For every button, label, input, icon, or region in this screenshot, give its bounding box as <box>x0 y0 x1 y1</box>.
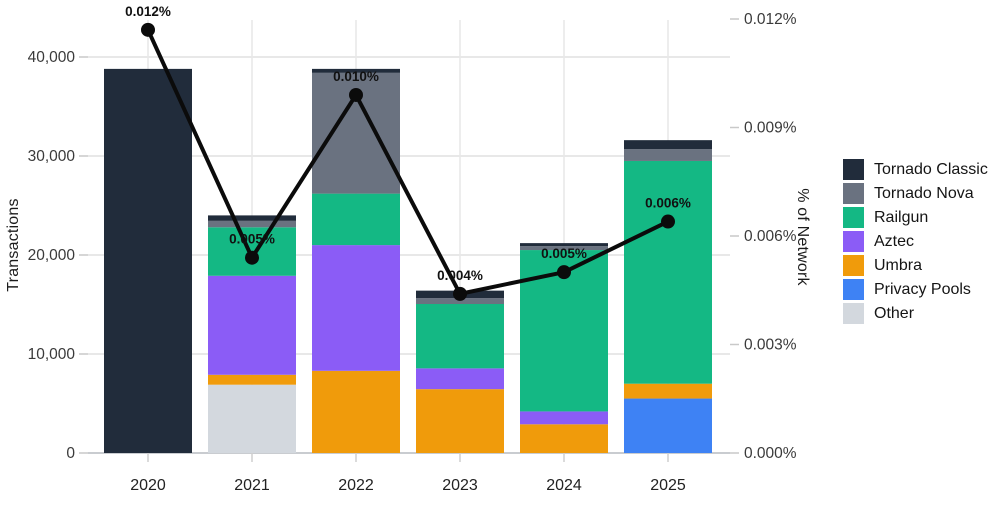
line-point <box>245 250 259 265</box>
bar-segment-tornado-nova <box>520 246 608 251</box>
right-axis-tick-label: 0.000% <box>744 445 797 462</box>
left-axis-title: Transactions <box>5 198 22 292</box>
line-point <box>661 214 675 229</box>
x-axis-label: 2024 <box>546 477 582 494</box>
bar-segment-tornado-classic <box>520 243 608 247</box>
bar-segment-umbra <box>312 370 400 453</box>
legend-item-privacy-pools: Privacy Pools <box>843 279 988 300</box>
bar-segment-other <box>208 384 296 453</box>
legend: Tornado Classic Tornado Nova Railgun Aztec U… <box>843 159 988 327</box>
bar-segment-privacy-pools <box>624 398 712 453</box>
x-axis-label: 2020 <box>130 477 166 494</box>
line-point <box>557 265 571 280</box>
right-axis-tick-label: 0.003% <box>744 337 797 354</box>
line-point-label: 0.010% <box>333 69 379 84</box>
legend-label: Privacy Pools <box>874 280 971 298</box>
x-axis-label: 2023 <box>442 477 478 494</box>
legend-swatch <box>843 303 864 324</box>
x-axis-label: 2022 <box>338 477 374 494</box>
bar-segment-railgun <box>312 193 400 246</box>
left-axis-tick-label: 40,000 <box>28 49 76 66</box>
left-axis-tick-label: 20,000 <box>28 247 76 264</box>
legend-label: Tornado Classic <box>874 160 988 178</box>
bar-segment-tornado-nova <box>208 220 296 228</box>
legend-swatch <box>843 231 864 252</box>
legend-item-aztec: Aztec <box>843 231 988 252</box>
right-axis-tick-label: 0.009% <box>744 120 797 137</box>
left-axis-tick-label: 10,000 <box>28 346 76 363</box>
legend-swatch <box>843 207 864 228</box>
line-point-label: 0.005% <box>541 246 587 261</box>
line-point <box>141 22 155 37</box>
legend-item-other: Other <box>843 303 988 324</box>
line-point-label: 0.012% <box>125 4 171 19</box>
legend-swatch <box>843 255 864 276</box>
legend-item-railgun: Railgun <box>843 207 988 228</box>
bar-segment-tornado-classic <box>312 68 400 73</box>
line-point-label: 0.004% <box>437 268 483 283</box>
bar-segment-railgun <box>416 304 504 369</box>
bar-segment-umbra <box>520 424 608 453</box>
legend-swatch <box>843 183 864 204</box>
legend-swatch <box>843 279 864 300</box>
network-percent-line <box>146 29 669 296</box>
bar-segment-umbra <box>624 383 712 399</box>
legend-label: Aztec <box>874 232 915 250</box>
legend-item-umbra: Umbra <box>843 255 988 276</box>
legend-label: Other <box>874 304 915 322</box>
left-axis-tick-label: 0 <box>66 445 75 462</box>
legend-label: Umbra <box>874 256 923 274</box>
legend-label: Tornado Nova <box>874 184 974 202</box>
legend-item-tornado-nova: Tornado Nova <box>843 183 988 204</box>
line-point <box>349 87 363 102</box>
right-axis-title: % of Network <box>794 188 811 286</box>
line-point <box>453 286 467 301</box>
right-axis-tick-label: 0.006% <box>744 228 797 245</box>
right-axis-tick-label: 0.012% <box>744 11 797 28</box>
x-axis-label: 2021 <box>234 477 270 494</box>
line-point-label: 0.006% <box>645 196 691 211</box>
bar-segment-tornado-nova <box>416 298 504 305</box>
bar-segment-umbra <box>208 374 296 385</box>
x-axis-label: 2025 <box>650 477 686 494</box>
legend-swatch <box>843 159 864 180</box>
legend-label: Railgun <box>874 208 929 226</box>
left-axis-tick-label: 30,000 <box>28 148 76 165</box>
line-point-label: 0.005% <box>229 232 275 247</box>
bar-segment-umbra <box>416 389 504 453</box>
bar-segment-tornado-classic <box>208 215 296 221</box>
bar-segment-tornado-classic <box>624 140 712 150</box>
bar-segment-tornado-nova <box>624 149 712 161</box>
legend-item-tornado-classic: Tornado Classic <box>843 159 988 180</box>
bar-segment-aztec <box>208 275 296 375</box>
bar-segment-aztec <box>520 411 608 425</box>
bar-segment-tornado-classic <box>104 68 192 453</box>
bar-segment-aztec <box>416 368 504 390</box>
bar-segment-railgun <box>624 160 712 384</box>
bar-segment-aztec <box>312 245 400 371</box>
